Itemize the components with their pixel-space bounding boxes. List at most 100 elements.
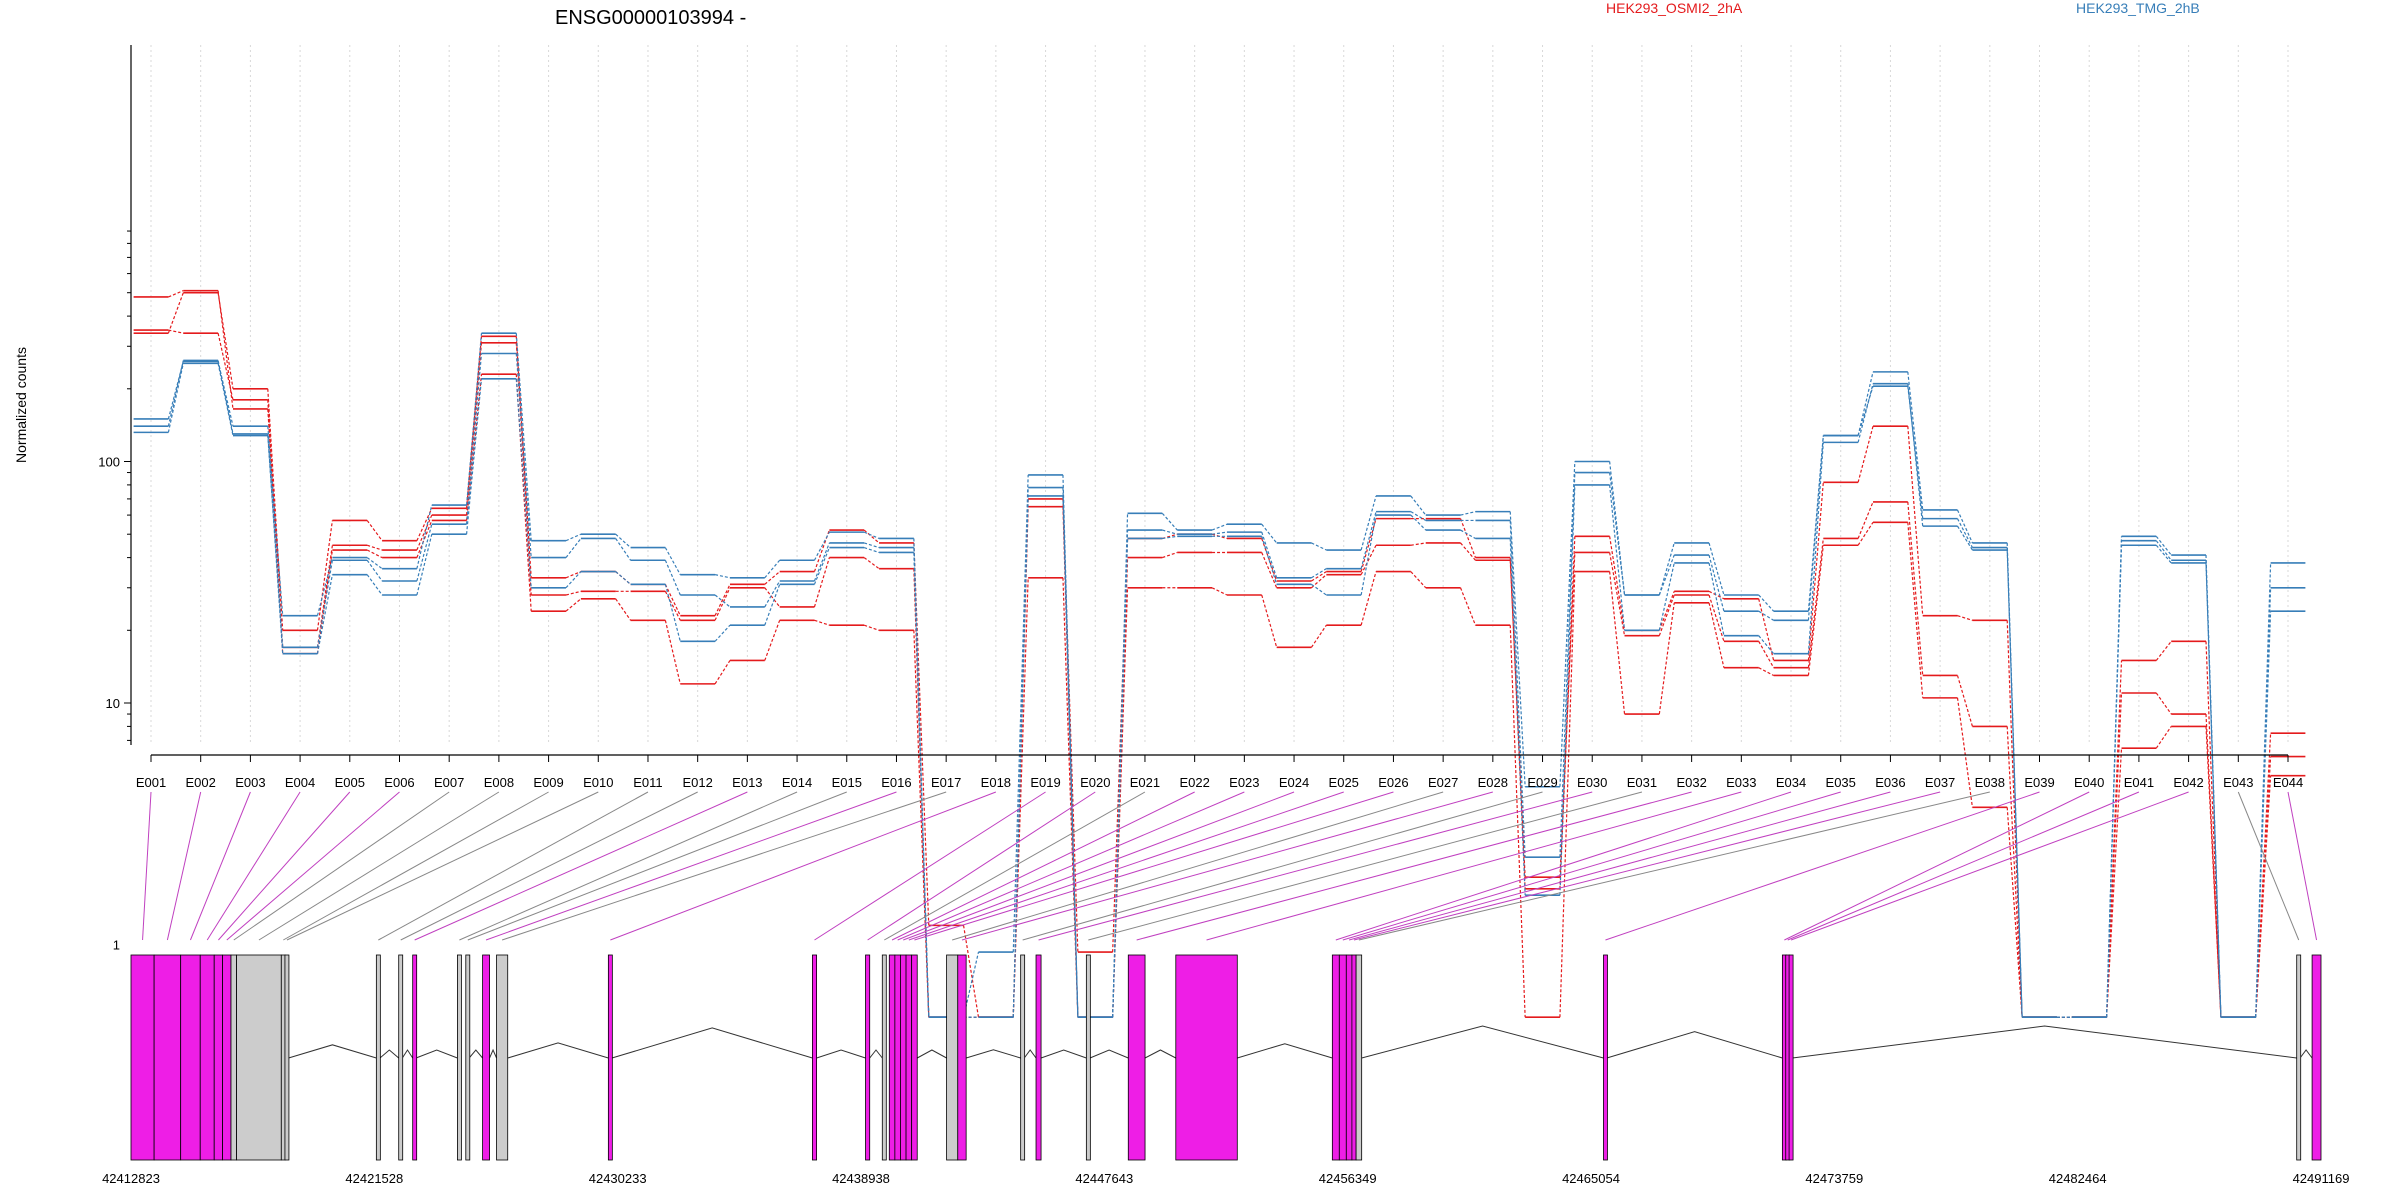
data-connector (2155, 540, 2172, 561)
data-connector (813, 547, 830, 585)
data-connector (664, 584, 681, 642)
data-connector (1460, 542, 1476, 561)
exon-box-e012 (398, 954, 404, 1161)
data-connector (2106, 660, 2123, 1018)
data-connector (1261, 594, 1278, 648)
exon-box-e043 (2296, 954, 2302, 1161)
exon-box-e024 (900, 954, 907, 1161)
data-connector (1807, 442, 1824, 654)
vertical-gridlines (150, 45, 2289, 745)
data-connector (167, 360, 184, 427)
exon-link-e015 (467, 791, 847, 941)
data-connector (1807, 538, 1824, 668)
data-connector (714, 594, 731, 608)
data-connector (1907, 383, 1924, 527)
exon-link-e027 (952, 791, 1444, 941)
data-connector (1957, 615, 1973, 621)
data-connector (565, 533, 582, 542)
data-connector (1956, 675, 1973, 727)
intron-line (489, 1048, 497, 1059)
data-connector (1311, 583, 1327, 596)
coordinate-label: 42438938 (832, 1171, 890, 1186)
exon-box-e031 (1085, 954, 1091, 1161)
data-connector (167, 292, 184, 334)
series-5 (133, 362, 2306, 1018)
exon-link-e040 (1784, 791, 2090, 941)
data-connector (1658, 542, 1675, 596)
data-connector (217, 363, 234, 436)
exon-box-e008 (236, 954, 282, 1161)
exon-label-e026: E026 (1378, 775, 1408, 790)
intron-line (1144, 1049, 1177, 1059)
data-connector (416, 504, 433, 569)
data-connector (615, 598, 632, 621)
data-connector (2006, 549, 2023, 1018)
data-connector (863, 531, 880, 540)
data-connector (1559, 461, 1576, 787)
data-connector (1112, 587, 1129, 1018)
exon-label-e043: E043 (2223, 775, 2253, 790)
data-connector (1658, 562, 1675, 631)
exon-box-e016 (482, 954, 490, 1161)
data-connector (1907, 501, 1924, 676)
data-connector (664, 584, 681, 616)
exon-link-e043 (2237, 791, 2300, 941)
series-layer (133, 289, 2306, 1018)
data-connector (1609, 472, 1626, 596)
data-connector (1410, 571, 1427, 589)
data-connector (764, 584, 781, 626)
data-connector (1559, 472, 1576, 858)
intron-line (869, 1049, 883, 1059)
exon-link-e035 (1342, 791, 1841, 941)
intron-line (1361, 1025, 1604, 1059)
data-connector (2106, 748, 2123, 1018)
data-connector (2155, 726, 2172, 749)
exon-label-e024: E024 (1279, 775, 1309, 790)
data-connector (565, 590, 582, 596)
data-connector (1509, 560, 1526, 878)
data-connector (1559, 571, 1576, 1018)
coordinate-label: 42412823 (102, 1171, 160, 1186)
data-connector (1708, 602, 1725, 668)
data-connector (1907, 426, 1924, 616)
data-connector (1907, 371, 1924, 511)
data-connector (1857, 383, 1874, 443)
data-connector (167, 363, 184, 433)
coordinate-label: 42491169 (2293, 1171, 2350, 1186)
exon-box-e025 (905, 954, 913, 1161)
data-connector (813, 531, 830, 561)
data-connector (814, 619, 830, 626)
data-connector (1956, 509, 1973, 544)
data-connector (1459, 518, 1477, 558)
exon-label-e007: E007 (434, 775, 464, 790)
data-connector (1559, 484, 1576, 896)
data-connector (1062, 495, 1079, 1018)
exon-label-e029: E029 (1527, 775, 1557, 790)
data-connector (366, 520, 383, 542)
data-connector (1112, 538, 1129, 1018)
intron-line (288, 1044, 377, 1059)
data-connector (316, 574, 333, 654)
exon-link-e020 (867, 791, 1096, 941)
exon-box-e014 (457, 954, 462, 1161)
exon-box-e023 (894, 954, 901, 1161)
exon-box-e033 (1175, 954, 1238, 1161)
coordinate-label: 42482464 (2049, 1171, 2107, 1186)
exon-label-e021: E021 (1130, 775, 1160, 790)
exon-label-e023: E023 (1229, 775, 1259, 790)
data-connector (1509, 538, 1526, 896)
exon-link-e022 (891, 791, 1195, 941)
data-connector (416, 508, 433, 541)
data-connector (664, 547, 681, 575)
data-connector (1311, 542, 1327, 551)
exon-label-e012: E012 (682, 775, 712, 790)
exon-label-e003: E003 (235, 775, 265, 790)
data-connector (2205, 560, 2222, 1018)
exon-label-e011: E011 (633, 775, 662, 790)
data-connector (764, 559, 781, 579)
data-connector (863, 542, 880, 549)
exon-box-e007 (230, 954, 237, 1161)
data-connector (515, 333, 532, 541)
data-connector (1758, 610, 1774, 621)
series-2 (133, 329, 2306, 1018)
